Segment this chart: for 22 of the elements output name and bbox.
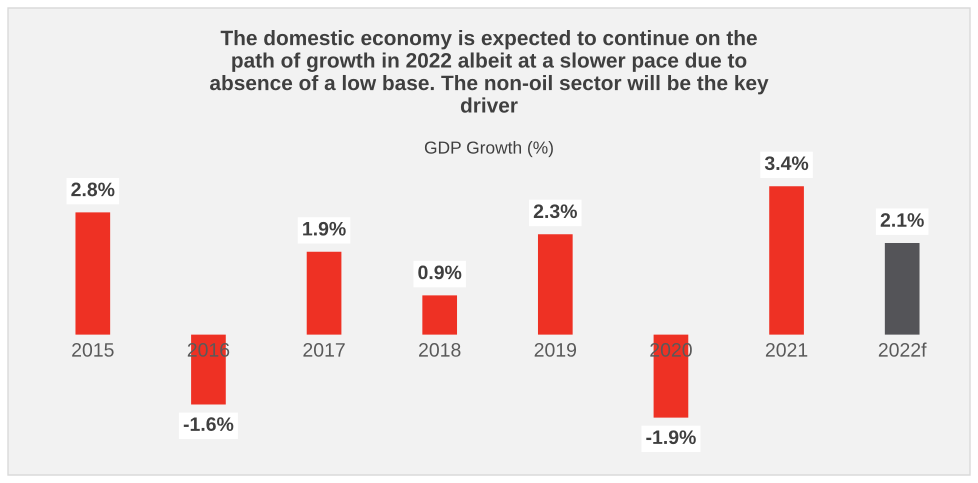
bar bbox=[75, 212, 110, 335]
bar bbox=[306, 252, 342, 335]
x-tick-label: 2017 bbox=[303, 343, 345, 357]
data-label: 2.1% bbox=[880, 213, 924, 227]
x-tick-label: 2019 bbox=[534, 343, 576, 357]
data-label: 2.8% bbox=[71, 182, 114, 196]
data-label: -1.6% bbox=[184, 417, 234, 432]
data-label: 0.9% bbox=[418, 266, 462, 280]
chart-title: The domestic economy is expected to continue on the path of growth in 2022 albeit at a slower pace due to absence of a low base. The non-oil sector will be the key driver bbox=[210, 30, 768, 113]
x-tick-label: 2015 bbox=[72, 343, 114, 357]
x-tick-label: 2021 bbox=[766, 343, 808, 357]
bar bbox=[884, 242, 920, 335]
x-tick-label: 2022f bbox=[878, 342, 927, 357]
x-tick-label: 2018 bbox=[419, 343, 460, 357]
data-label: 2.3% bbox=[534, 204, 577, 218]
bar bbox=[538, 234, 573, 335]
chart-subtitle: GDP Growth (%) bbox=[424, 141, 553, 158]
bar bbox=[422, 295, 458, 335]
data-label: 3.4% bbox=[764, 156, 808, 170]
data-label: -1.9% bbox=[646, 430, 696, 444]
data-label: 1.9% bbox=[303, 222, 346, 236]
bar bbox=[769, 186, 804, 335]
